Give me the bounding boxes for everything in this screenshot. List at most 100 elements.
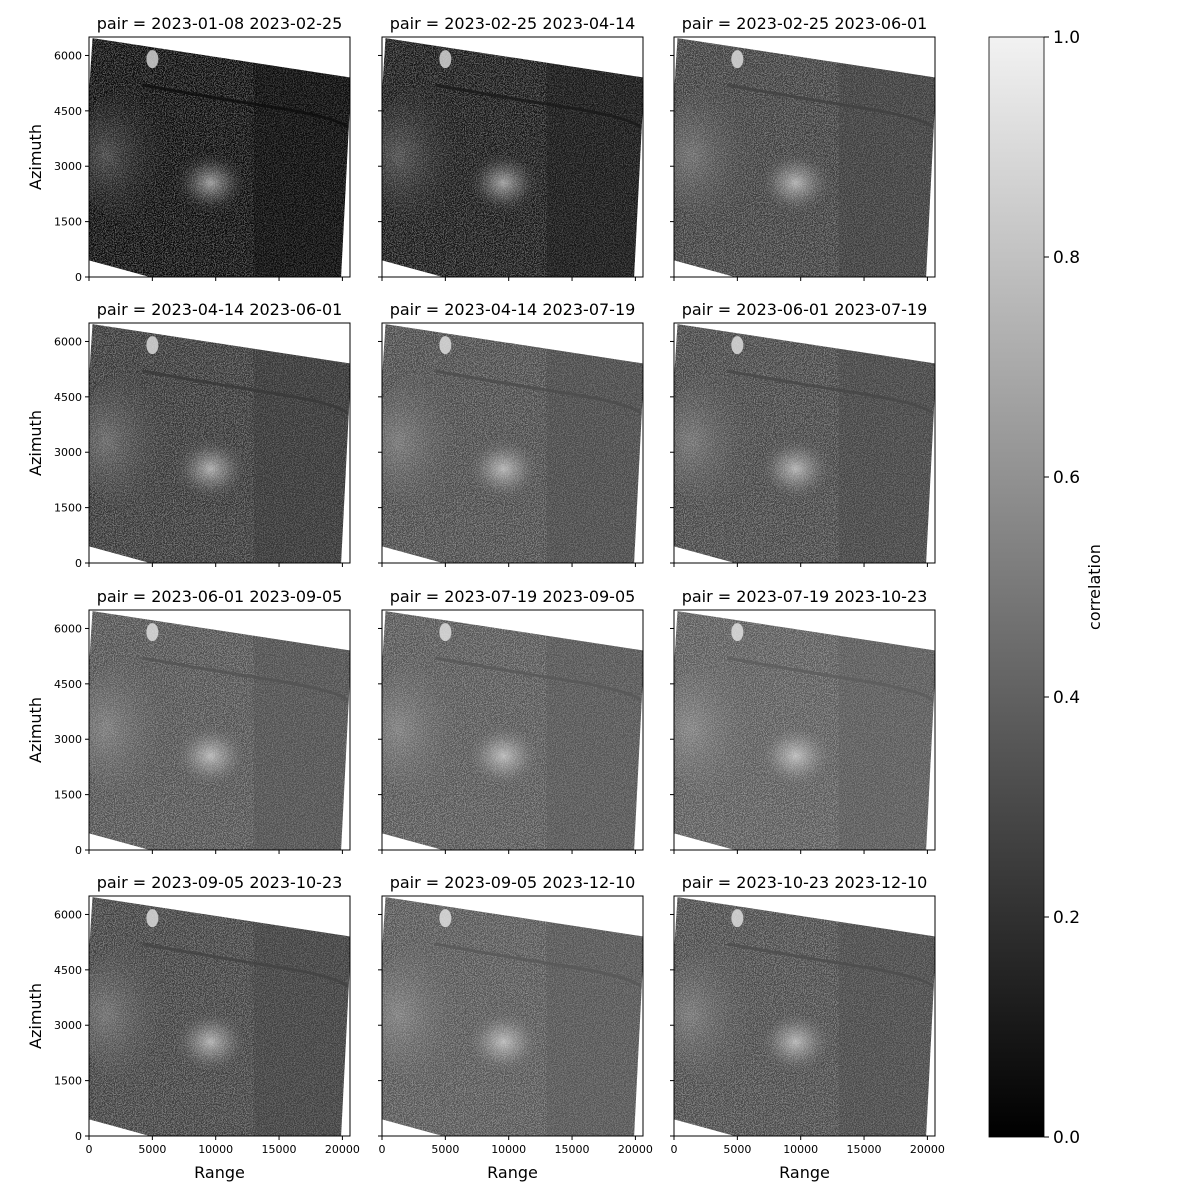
colorbar-tick-label: 0.0 (1053, 1128, 1080, 1148)
y-tick-label: 0 (75, 557, 82, 570)
panel: pair = 2023-04-14 2023-06-01 0 1500 3000 450… (26, 300, 352, 570)
river (434, 656, 645, 704)
river (434, 83, 645, 131)
y-tick-label: 6000 (54, 49, 82, 62)
urban-area (89, 85, 189, 226)
urban-area (439, 336, 452, 355)
x-tick-label: 0 (86, 1143, 93, 1156)
correlation-image (674, 324, 937, 563)
urban-area (170, 434, 251, 503)
colorbar-tick-label: 0.8 (1053, 248, 1080, 268)
colorbar-label: correlation (1085, 544, 1104, 630)
x-tick-label: 15000 (555, 1143, 590, 1156)
urban-area (755, 721, 836, 790)
panel: pair = 2023-09-05 2023-12-10 0 5000 10000 15… (378, 873, 653, 1182)
y-tick-label: 6000 (54, 335, 82, 348)
panel-title: pair = 2023-06-01 2023-07-19 (682, 300, 928, 319)
panel-title: pair = 2023-10-23 2023-12-10 (682, 873, 928, 892)
urban-area (170, 1007, 251, 1076)
y-tick-label: 3000 (54, 446, 82, 459)
x-tick-label: 5000 (723, 1143, 751, 1156)
x-tick-label: 10000 (491, 1143, 526, 1156)
panel-title: pair = 2023-06-01 2023-09-05 (97, 587, 343, 606)
urban-area (463, 1007, 544, 1076)
panel-title: pair = 2023-04-14 2023-07-19 (390, 300, 636, 319)
panel-frame (673, 36, 936, 278)
urban-area (170, 721, 251, 790)
river (141, 83, 352, 131)
panel: pair = 2023-01-08 2023-02-25 0 1500 3000 450… (26, 14, 352, 284)
urban-area (755, 1007, 836, 1076)
y-tick-label: 6000 (54, 908, 82, 921)
y-tick-label: 4500 (54, 105, 82, 118)
urban-area (674, 371, 774, 512)
panel-frame (673, 322, 936, 564)
panel-frame (88, 895, 351, 1137)
river (726, 83, 937, 131)
panel: pair = 2023-07-19 2023-09-05 (378, 587, 645, 854)
river (726, 656, 937, 704)
y-tick-label: 3000 (54, 160, 82, 173)
correlation-image (89, 897, 352, 1136)
panel-title: pair = 2023-04-14 2023-06-01 (97, 300, 343, 319)
colorbar-gradient (988, 36, 1045, 1138)
y-axis-label: Azimuth (26, 124, 45, 190)
urban-area (439, 623, 452, 642)
urban-area (731, 336, 744, 355)
correlation-image (674, 611, 937, 850)
urban-area (89, 658, 189, 799)
x-tick-label: 15000 (847, 1143, 882, 1156)
y-tick-label: 0 (75, 271, 82, 284)
panel-title: pair = 2023-09-05 2023-10-23 (97, 873, 343, 892)
correlation-image (382, 611, 645, 850)
y-tick-label: 1500 (54, 216, 82, 229)
colorbar-tick-label: 0.4 (1053, 688, 1080, 708)
panel: pair = 2023-09-05 2023-10-23 0 5000 10000 15… (26, 873, 360, 1182)
correlation-image (674, 897, 937, 1136)
urban-area (382, 944, 482, 1085)
urban-area (439, 909, 452, 928)
x-tick-label: 5000 (138, 1143, 166, 1156)
y-axis-label: Azimuth (26, 983, 45, 1049)
y-tick-label: 1500 (54, 502, 82, 515)
panel: pair = 2023-06-01 2023-09-05 0 1500 3000 450… (26, 587, 352, 857)
panel-frame (381, 895, 644, 1137)
correlation-image (89, 38, 352, 277)
panel-title: pair = 2023-02-25 2023-06-01 (682, 14, 928, 33)
y-tick-label: 4500 (54, 964, 82, 977)
panel: pair = 2023-06-01 2023-07-19 (670, 300, 937, 567)
river (726, 369, 937, 417)
x-tick-label: 15000 (262, 1143, 297, 1156)
urban-area (755, 434, 836, 503)
correlation-image (89, 611, 352, 850)
x-axis-label: Range (194, 1163, 245, 1182)
urban-area (382, 371, 482, 512)
urban-area (731, 909, 744, 928)
river (434, 942, 645, 990)
y-tick-label: 1500 (54, 789, 82, 802)
panel-frame (673, 895, 936, 1137)
panel-frame (381, 322, 644, 564)
urban-area (146, 50, 159, 69)
panel-title: pair = 2023-01-08 2023-02-25 (97, 14, 343, 33)
y-tick-label: 3000 (54, 1019, 82, 1032)
urban-area (146, 336, 159, 355)
x-tick-label: 20000 (910, 1143, 945, 1156)
urban-area (146, 909, 159, 928)
correlation-image (382, 324, 645, 563)
urban-area (463, 721, 544, 790)
panel: pair = 2023-02-25 2023-04-14 (378, 14, 645, 281)
panel-frame (381, 36, 644, 278)
urban-area (439, 50, 452, 69)
urban-area (463, 434, 544, 503)
panel-title: pair = 2023-09-05 2023-12-10 (390, 873, 636, 892)
urban-area (382, 658, 482, 799)
colorbar-tick-label: 0.2 (1053, 908, 1080, 928)
urban-area (89, 944, 189, 1085)
x-tick-label: 5000 (431, 1143, 459, 1156)
panel-frame (381, 609, 644, 851)
correlation-image (382, 38, 645, 277)
urban-area (674, 944, 774, 1085)
colorbar: 0.0 0.2 0.4 0.6 0.8 1.0 correlation (988, 28, 1104, 1148)
